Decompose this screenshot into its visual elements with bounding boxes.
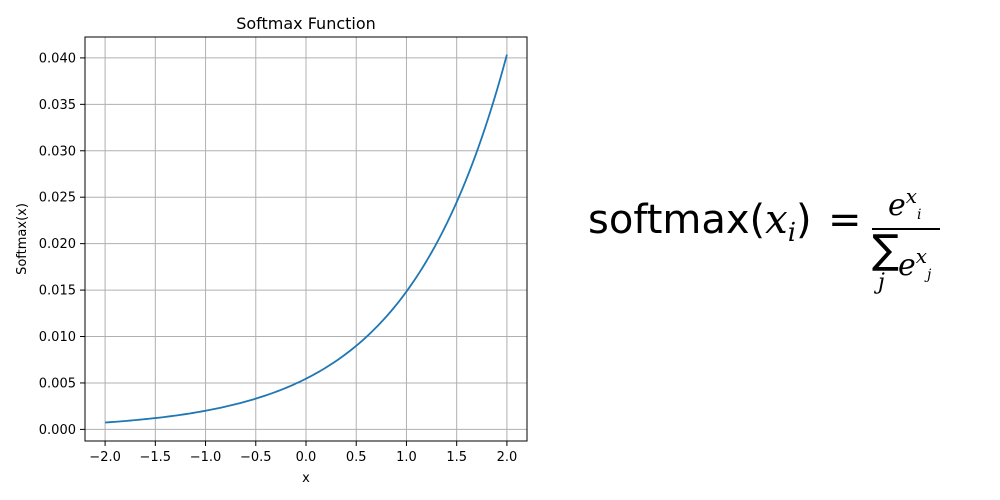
series-line xyxy=(105,54,508,424)
formula-var-sub: i xyxy=(787,218,797,248)
y-tick-label: 0.035 xyxy=(39,98,76,113)
numerator-base: e xyxy=(888,188,906,223)
grid xyxy=(85,37,527,441)
formula-equals: = xyxy=(828,197,862,243)
x-tick-label: 0.0 xyxy=(296,450,317,465)
series xyxy=(105,54,508,424)
y-tick-label: 0.025 xyxy=(39,191,76,206)
formula-numerator: exi xyxy=(888,178,922,233)
y-tick-label: 0.005 xyxy=(39,376,76,391)
x-axis-label: x xyxy=(302,471,310,486)
numerator-exp-sub: i xyxy=(917,207,922,223)
x-tick-label: 1.5 xyxy=(446,450,467,465)
x-tick-label: 2.0 xyxy=(497,450,518,465)
formula-close-paren: ) xyxy=(796,197,812,243)
x-tick-label: 0.5 xyxy=(346,450,367,465)
x-tick-label: −1.5 xyxy=(140,450,172,465)
formula-func-name: softmax xyxy=(588,197,750,243)
y-ticks: 0.000 0.005 0.010 0.015 0.020 0.025 0.030 0.035… xyxy=(39,51,85,438)
plot-frame xyxy=(84,36,528,442)
denominator-exp-sub: j xyxy=(927,267,932,283)
numerator-exp-var: x xyxy=(905,184,918,208)
sum-symbol: ∑ xyxy=(872,227,899,273)
y-tick-label: 0.020 xyxy=(39,237,76,252)
formula-fraction: exi ∑ exj j xyxy=(872,184,942,300)
x-tick-label: −1.0 xyxy=(190,450,222,465)
formula-lhs: softmax(xi) xyxy=(588,196,812,257)
y-axis-label: Softmax(x) xyxy=(15,203,30,275)
fraction-bar xyxy=(872,228,940,230)
formula-open-paren: ( xyxy=(749,197,766,243)
formula-var: x xyxy=(765,197,788,243)
x-tick-label: −0.5 xyxy=(240,450,272,465)
y-tick-label: 0.015 xyxy=(39,284,76,299)
y-tick-label: 0.030 xyxy=(39,144,76,159)
y-tick-label: 0.040 xyxy=(39,51,76,66)
chart-title: Softmax Function xyxy=(236,14,376,33)
denominator-exp-var: x xyxy=(915,244,928,268)
denominator-base: e xyxy=(898,248,916,283)
x-ticks: −2.0 −1.5 −1.0 −0.5 0.0 0.5 1.0 1.5 2.0 xyxy=(89,441,517,465)
x-tick-label: 1.0 xyxy=(396,450,417,465)
x-tick-label: −2.0 xyxy=(89,450,121,465)
sum-index: j xyxy=(878,270,885,295)
y-tick-label: 0.010 xyxy=(39,330,76,345)
softmax-formula: softmax(xi) = exi ∑ exj j xyxy=(588,184,988,310)
y-tick-label: 0.000 xyxy=(39,423,76,438)
denominator-term: exj xyxy=(898,238,931,293)
